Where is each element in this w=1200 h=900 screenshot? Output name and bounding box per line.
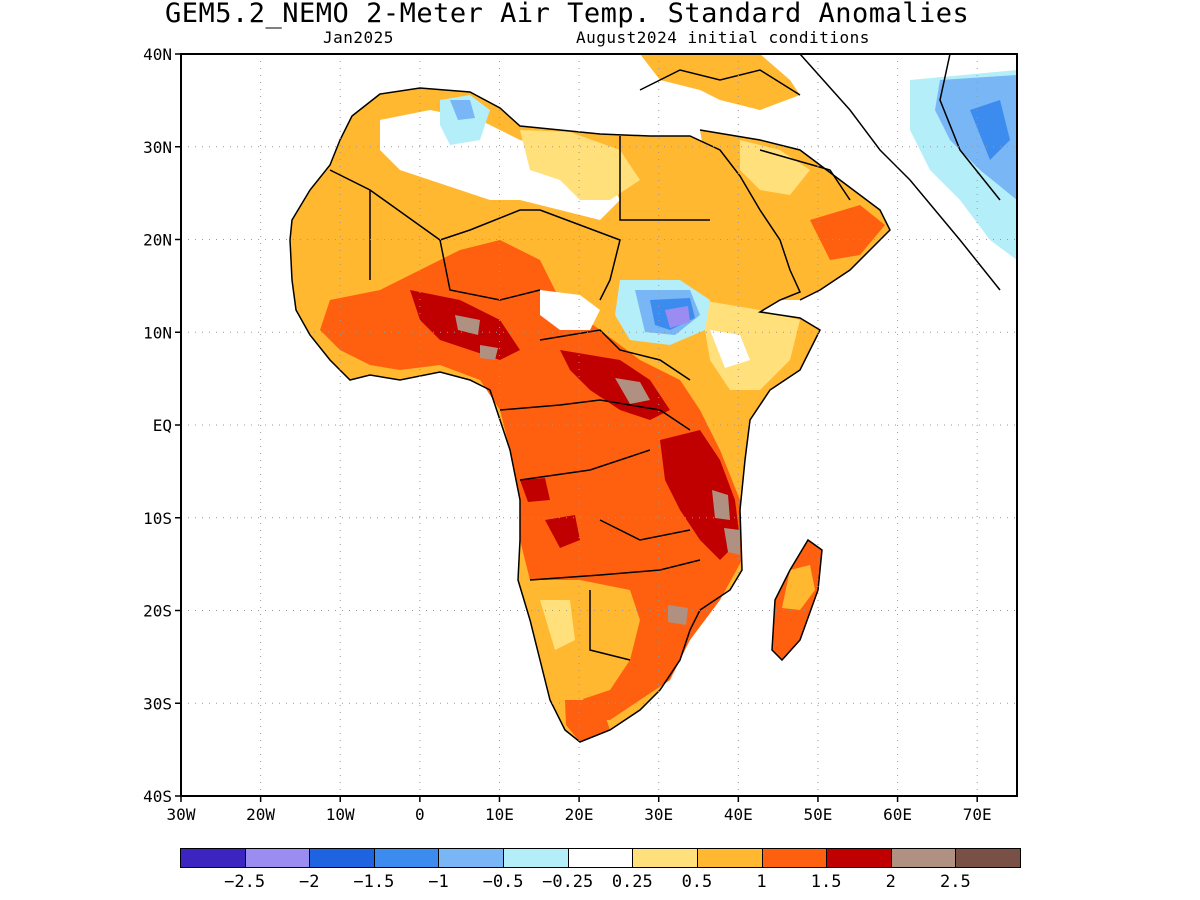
colorbar-swatch bbox=[567, 848, 634, 868]
colorbar-label: 2.5 bbox=[940, 872, 971, 892]
lon-label: 70E bbox=[963, 805, 992, 824]
europe-landmass bbox=[640, 54, 800, 110]
lon-label: 10E bbox=[485, 805, 514, 824]
lat-label: 40S bbox=[143, 787, 172, 806]
lon-label: 20E bbox=[565, 805, 594, 824]
colorbar-label: −2 bbox=[298, 872, 320, 892]
lon-label: 50E bbox=[803, 805, 832, 824]
anomaly-field bbox=[290, 54, 1017, 742]
lat-label: 20S bbox=[143, 602, 172, 621]
colorbar-swatch bbox=[696, 848, 763, 868]
colorbar-swatch bbox=[309, 848, 375, 868]
colorbar-label: 0.5 bbox=[681, 872, 713, 892]
colorbar-label: −0.5 bbox=[482, 872, 524, 892]
colorbar-swatch bbox=[761, 848, 828, 868]
lat-label: 10S bbox=[143, 509, 172, 528]
lat-label: 30N bbox=[143, 138, 172, 157]
lat-label: 20N bbox=[143, 231, 172, 250]
chart-title: GEM5.2_NEMO 2-Meter Air Temp. Standard A… bbox=[165, 0, 970, 29]
colorbar-swatch bbox=[244, 848, 311, 868]
colorbar-label: 1.5 bbox=[810, 872, 842, 892]
lon-label: 30E bbox=[644, 805, 673, 824]
lat-label: EQ bbox=[153, 416, 172, 435]
forecast-month: Jan2025 bbox=[323, 28, 394, 47]
colorbar-swatch bbox=[632, 848, 698, 868]
colorbar-label: −2.5 bbox=[224, 872, 266, 892]
lat-label: 30S bbox=[143, 694, 172, 713]
lat-label: 40N bbox=[143, 45, 172, 64]
colorbar-label: −1.5 bbox=[353, 872, 395, 892]
colorbar-swatch bbox=[503, 848, 569, 868]
lat-label: 10N bbox=[143, 323, 172, 342]
colorbar-label: −1 bbox=[428, 872, 449, 892]
lon-label: 40E bbox=[724, 805, 753, 824]
lon-label: 20W bbox=[246, 805, 275, 824]
colorbar-swatch bbox=[890, 848, 957, 868]
colorbar-swatch bbox=[373, 848, 440, 868]
colorbar-swatch bbox=[180, 848, 246, 868]
lon-label: 30W bbox=[167, 805, 196, 824]
coastlines-and-borders bbox=[289, 54, 1001, 743]
colorbar-label: 2 bbox=[885, 872, 896, 892]
lon-label: 0 bbox=[415, 805, 425, 824]
colorbar-swatch bbox=[955, 848, 1021, 868]
colorbar-label: 1 bbox=[756, 872, 767, 892]
axis-ticks: 30W 20W 10W 0 10E 20E 30E 40E 50E 60E 70E 40N 30N 20N… bbox=[143, 45, 992, 824]
colorbar-label: −0.25 bbox=[542, 872, 594, 892]
colorbar-label: 0.25 bbox=[611, 872, 653, 892]
lon-label: 60E bbox=[883, 805, 912, 824]
graticule bbox=[181, 54, 1017, 796]
initial-conditions: August2024 initial conditions bbox=[576, 28, 870, 47]
colorbar-swatch bbox=[826, 848, 892, 868]
colorbar-swatch bbox=[438, 848, 505, 868]
lon-label: 10W bbox=[326, 805, 355, 824]
